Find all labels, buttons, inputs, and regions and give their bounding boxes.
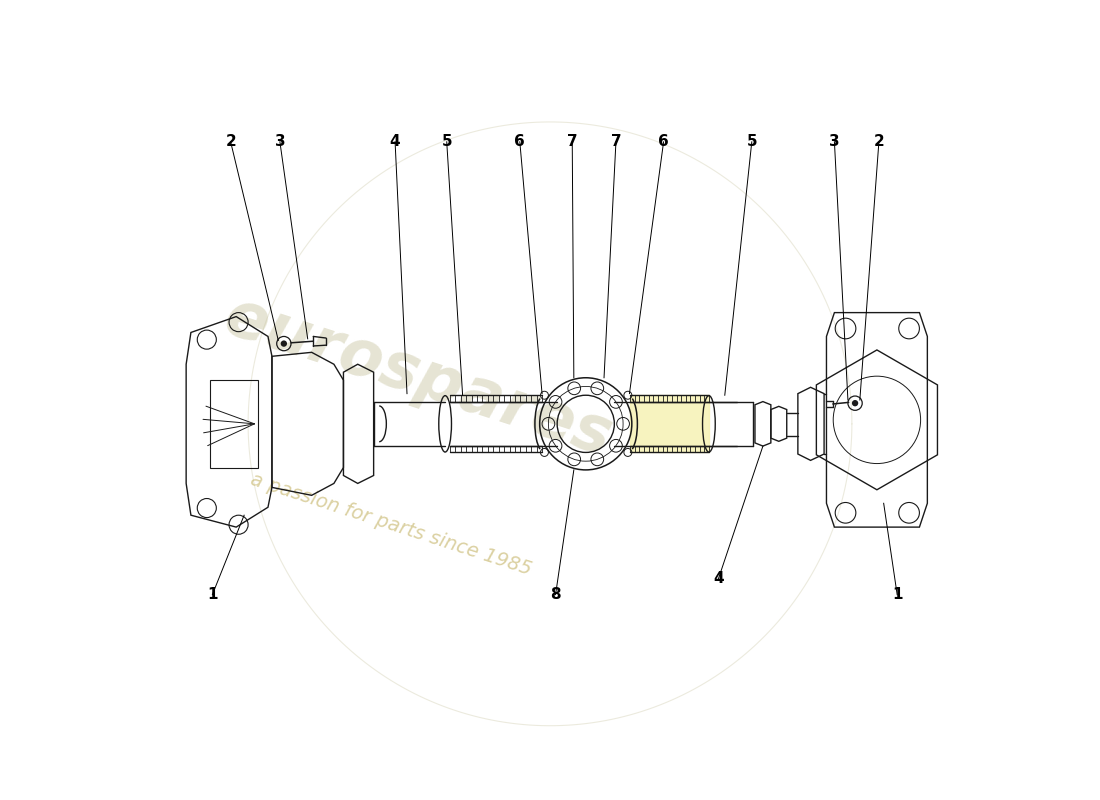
Text: 3: 3 xyxy=(829,134,839,150)
Text: 3: 3 xyxy=(275,134,285,150)
Text: 1: 1 xyxy=(207,587,218,602)
Text: 7: 7 xyxy=(610,134,621,150)
Text: 8: 8 xyxy=(550,587,561,602)
Text: 5: 5 xyxy=(747,134,757,150)
Text: 1: 1 xyxy=(892,587,902,602)
Text: 4: 4 xyxy=(713,571,724,586)
Text: 2: 2 xyxy=(873,134,884,150)
Text: 6: 6 xyxy=(658,134,669,150)
Text: 4: 4 xyxy=(389,134,400,150)
Text: 2: 2 xyxy=(226,134,236,150)
Text: 5: 5 xyxy=(441,134,452,150)
Text: eurospares: eurospares xyxy=(217,285,619,469)
Text: 6: 6 xyxy=(515,134,525,150)
Circle shape xyxy=(851,400,858,406)
Text: a passion for parts since 1985: a passion for parts since 1985 xyxy=(249,470,535,578)
Circle shape xyxy=(280,341,287,346)
Text: 7: 7 xyxy=(566,134,578,150)
